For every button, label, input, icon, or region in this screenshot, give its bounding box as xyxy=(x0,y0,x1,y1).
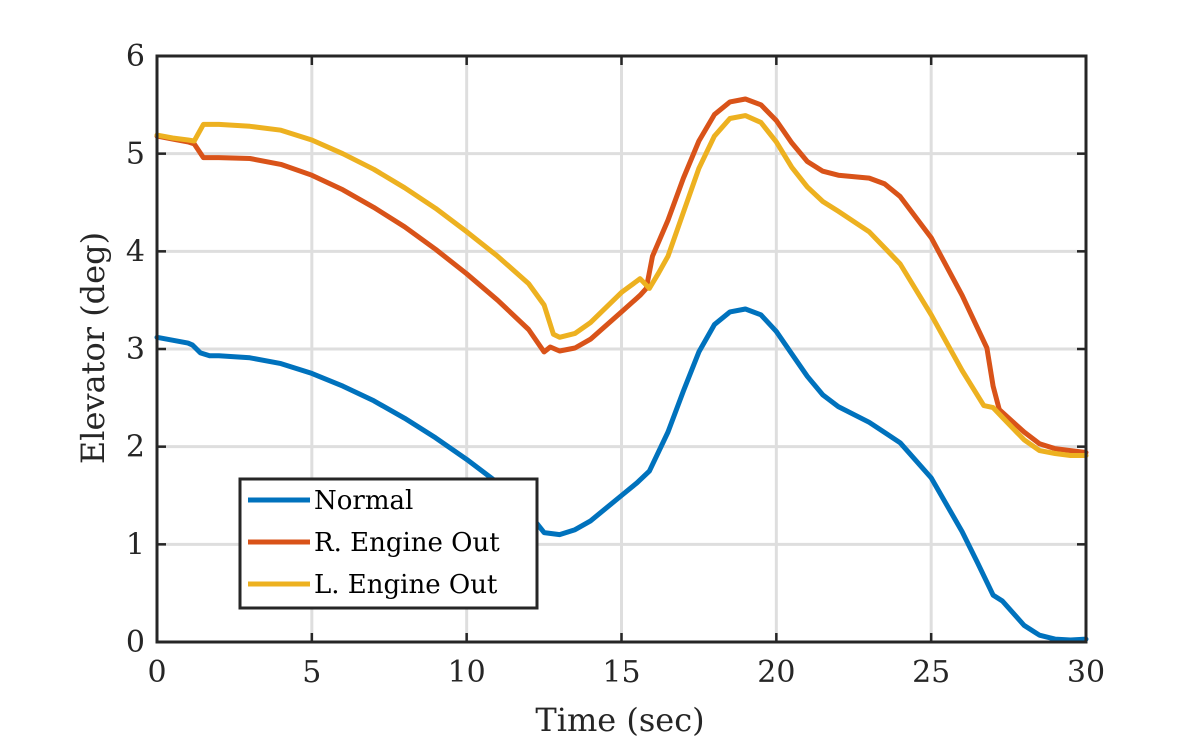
x-tick-label: 25 xyxy=(912,655,950,690)
x-tick-label: 5 xyxy=(302,655,321,690)
x-axis-title: Time (sec) xyxy=(535,701,704,739)
y-axis-title: Elevator (deg) xyxy=(74,232,112,464)
tick-labels: 0 5 10 15 20 25 30 0 1 2 3 4 5 6 xyxy=(126,39,1105,690)
x-tick-label: 20 xyxy=(757,655,795,690)
series-line-l-engine-out xyxy=(154,113,1089,458)
x-tick-label: 30 xyxy=(1067,655,1105,690)
y-tick-label: 1 xyxy=(126,527,145,562)
y-tick-label: 4 xyxy=(126,234,145,269)
y-tick-label: 6 xyxy=(126,39,145,74)
legend: Normal R. Engine Out L. Engine Out xyxy=(238,477,539,610)
y-tick-label: 3 xyxy=(126,332,145,367)
ticks xyxy=(155,54,1088,644)
x-tick-label: 15 xyxy=(602,655,640,690)
legend-label: L. Engine Out xyxy=(314,570,498,600)
series-line-normal xyxy=(154,306,1089,643)
y-tick-label: 5 xyxy=(126,137,145,172)
y-tick-label: 0 xyxy=(126,625,145,660)
x-tick-label: 0 xyxy=(147,655,166,690)
legend-label: R. Engine Out xyxy=(314,528,500,558)
legend-label: Normal xyxy=(314,486,413,516)
series-line-r-engine-out xyxy=(154,96,1089,455)
series-lines xyxy=(154,96,1089,643)
y-tick-label: 2 xyxy=(126,430,145,465)
x-tick-label: 10 xyxy=(448,655,486,690)
